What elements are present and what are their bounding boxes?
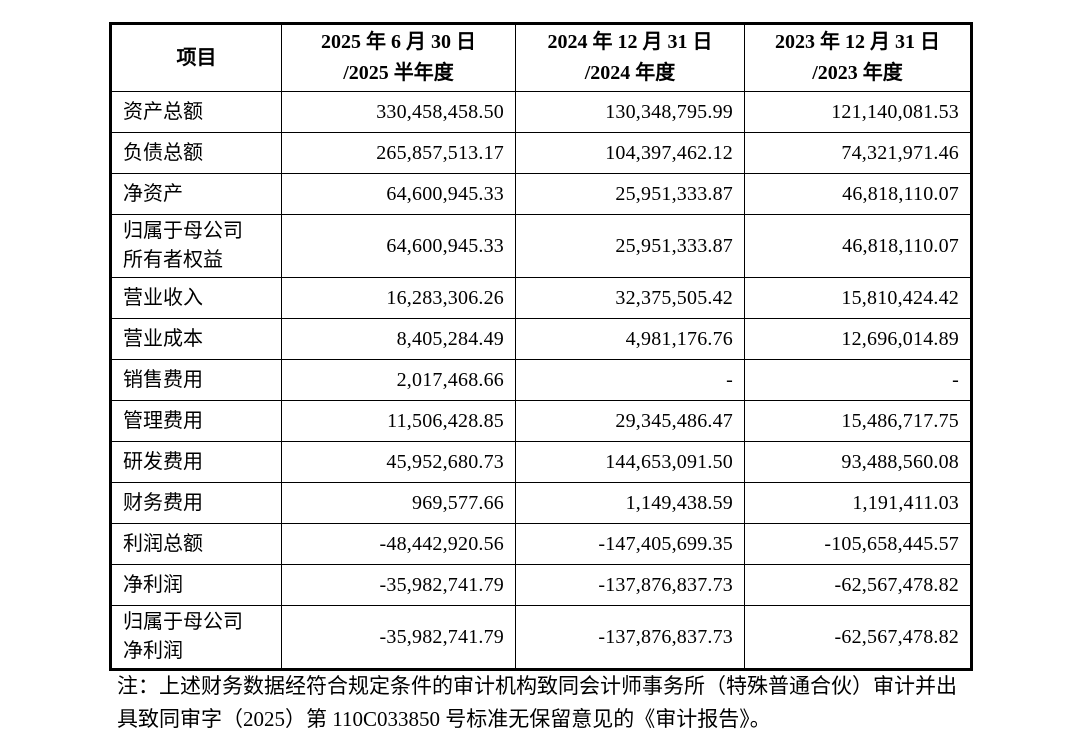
row-label: 营业成本: [110, 318, 282, 360]
col-header-item: 项目: [110, 23, 282, 92]
row-label: 归属于母公司 净利润: [110, 605, 282, 670]
cell-value: 969,577.66: [281, 482, 516, 524]
cell-value: -: [515, 359, 745, 401]
period-date: 2024 年 12 月 31 日: [547, 31, 713, 53]
cell-value: 8,405,284.49: [281, 318, 516, 360]
cell-value: 74,321,971.46: [744, 132, 972, 174]
cell-value: 4,981,176.76: [515, 318, 745, 360]
cell-value: -: [744, 359, 972, 401]
period-date: 2025 年 6 月 30 日: [321, 31, 476, 53]
cell-value: 64,600,945.33: [281, 173, 516, 215]
col-header-item-label: 项目: [176, 46, 217, 69]
cell-value: 330,458,458.50: [281, 91, 516, 133]
audit-note-line2: 具致同审字（2025）第 110C033850 号标准无保留意见的《审计报告》。: [117, 707, 771, 731]
cell-value: 16,283,306.26: [281, 277, 516, 319]
cell-value: -147,405,699.35: [515, 523, 745, 565]
audit-note: 注：上述财务数据经符合规定条件的审计机构致同会计师事务所（特殊普通合伙）审计并出…: [117, 670, 1027, 736]
row-label: 净利润: [110, 564, 282, 606]
table-row-total-liabilities: 负债总额 265,857,513.17 104,397,462.12 74,32…: [110, 132, 972, 174]
header-row: 项目 2025 年 6 月 30 日 /2025 半年度 2024 年 12 月…: [110, 23, 972, 92]
col-header-period-2025: 2025 年 6 月 30 日 /2025 半年度: [281, 23, 516, 92]
table-row-operating-cost: 营业成本 8,405,284.49 4,981,176.76 12,696,01…: [110, 318, 972, 360]
row-label: 负债总额: [110, 132, 282, 174]
cell-value: 15,810,424.42: [744, 277, 972, 319]
period-name: /2025 半年度: [343, 62, 454, 84]
table-row-operating-revenue: 营业收入 16,283,306.26 32,375,505.42 15,810,…: [110, 277, 972, 319]
cell-value: 12,696,014.89: [744, 318, 972, 360]
cell-value: -137,876,837.73: [515, 564, 745, 606]
row-label: 归属于母公司 所有者权益: [110, 214, 282, 278]
table-row-admin-expenses: 管理费用 11,506,428.85 29,345,486.47 15,486,…: [110, 400, 972, 442]
cell-value: 104,397,462.12: [515, 132, 745, 174]
cell-value: -62,567,478.82: [744, 605, 972, 670]
table-row-net-assets: 净资产 64,600,945.33 25,951,333.87 46,818,1…: [110, 173, 972, 215]
financial-summary-table: 项目 2025 年 6 月 30 日 /2025 半年度 2024 年 12 月…: [109, 22, 973, 671]
table-row-parent-net-profit: 归属于母公司 净利润 -35,982,741.79 -137,876,837.73…: [110, 605, 972, 670]
cell-value: 2,017,468.66: [281, 359, 516, 401]
cell-value: 265,857,513.17: [281, 132, 516, 174]
table-row-selling-expenses: 销售费用 2,017,468.66 - -: [110, 359, 972, 401]
cell-value: 144,653,091.50: [515, 441, 745, 483]
cell-value: 11,506,428.85: [281, 400, 516, 442]
period-name: /2024 年度: [584, 62, 676, 84]
period-name: /2023 年度: [812, 62, 903, 84]
cell-value: 25,951,333.87: [515, 214, 745, 278]
cell-value: -62,567,478.82: [744, 564, 972, 606]
cell-value: 46,818,110.07: [744, 214, 972, 278]
table-row-total-profit: 利润总额 -48,442,920.56 -147,405,699.35 -105…: [110, 523, 972, 565]
row-label: 利润总额: [110, 523, 282, 565]
row-label: 净资产: [110, 173, 282, 215]
cell-value: 29,345,486.47: [515, 400, 745, 442]
row-label: 研发费用: [110, 441, 282, 483]
col-header-period-2023: 2023 年 12 月 31 日 /2023 年度: [744, 23, 972, 92]
cell-value: -35,982,741.79: [281, 564, 516, 606]
cell-value: 45,952,680.73: [281, 441, 516, 483]
cell-value: 25,951,333.87: [515, 173, 745, 215]
cell-value: -48,442,920.56: [281, 523, 516, 565]
table-row-rd-expenses: 研发费用 45,952,680.73 144,653,091.50 93,488…: [110, 441, 972, 483]
row-label: 财务费用: [110, 482, 282, 524]
table-row-financial-expenses: 财务费用 969,577.66 1,149,438.59 1,191,411.0…: [110, 482, 972, 524]
cell-value: 1,191,411.03: [744, 482, 972, 524]
cell-value: 93,488,560.08: [744, 441, 972, 483]
cell-value: 121,140,081.53: [744, 91, 972, 133]
cell-value: -35,982,741.79: [281, 605, 516, 670]
cell-value: 1,149,438.59: [515, 482, 745, 524]
row-label: 销售费用: [110, 359, 282, 401]
audit-note-line1: 注：上述财务数据经符合规定条件的审计机构致同会计师事务所（特殊普通合伙）审计并出: [117, 674, 957, 698]
table-row-total-assets: 资产总额 330,458,458.50 130,348,795.99 121,1…: [110, 91, 972, 133]
cell-value: 64,600,945.33: [281, 214, 516, 278]
row-label: 资产总额: [110, 91, 282, 133]
table-row-parent-equity: 归属于母公司 所有者权益 64,600,945.33 25,951,333.87 …: [110, 214, 972, 278]
cell-value: 15,486,717.75: [744, 400, 972, 442]
period-date: 2023 年 12 月 31 日: [775, 31, 940, 53]
col-header-period-2024: 2024 年 12 月 31 日 /2024 年度: [515, 23, 745, 92]
cell-value: 46,818,110.07: [744, 173, 972, 215]
cell-value: 32,375,505.42: [515, 277, 745, 319]
table-row-net-profit: 净利润 -35,982,741.79 -137,876,837.73 -62,5…: [110, 564, 972, 606]
cell-value: -137,876,837.73: [515, 605, 745, 670]
cell-value: -105,658,445.57: [744, 523, 972, 565]
cell-value: 130,348,795.99: [515, 91, 745, 133]
row-label: 管理费用: [110, 400, 282, 442]
row-label: 营业收入: [110, 277, 282, 319]
